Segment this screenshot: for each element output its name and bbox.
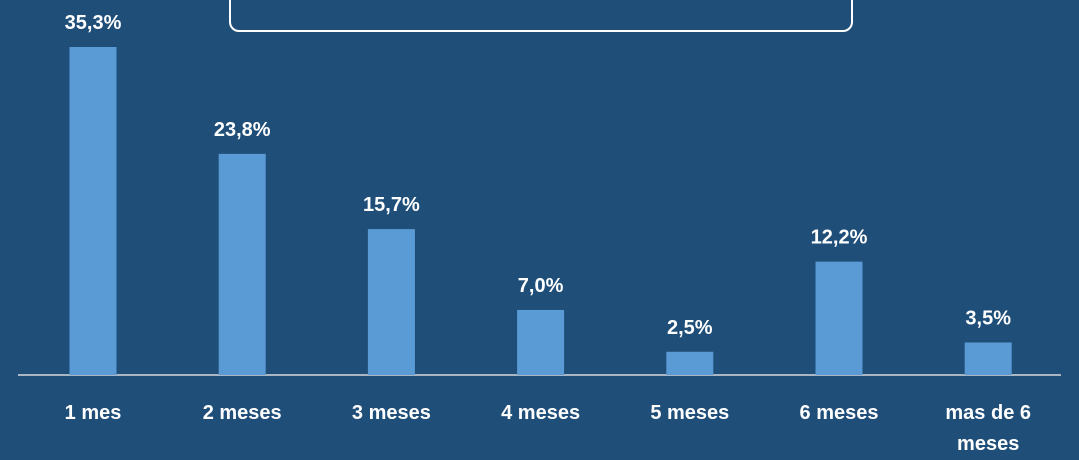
bar-3 (367, 229, 415, 375)
data-label-4: 7,0% (518, 275, 564, 297)
category-label-1: 1 mes (65, 402, 122, 424)
bar-7 (964, 342, 1012, 375)
data-label-6: 12,2% (811, 227, 868, 249)
category-labels-group: 1 mes 2 meses 3 meses 4 meses 5 meses 6 meses… (65, 402, 1031, 455)
category-label-3: 3 meses (352, 402, 431, 424)
bar-5 (666, 351, 714, 375)
bars-group (69, 47, 1012, 375)
category-label-4: 4 meses (501, 402, 580, 424)
data-label-1: 35,3% (65, 12, 122, 34)
data-labels-group: 35,3% 23,8% 15,7% 7,0% 2,5% 12,2% 3,5% (65, 12, 1012, 339)
title-box (229, 0, 853, 32)
bar-6 (815, 261, 863, 375)
category-label-6: 6 meses (800, 402, 879, 424)
category-label-5: 5 meses (650, 402, 729, 424)
bar-1 (69, 47, 117, 375)
category-label-7: mas de 6 meses (945, 402, 1031, 455)
bar-2 (218, 153, 266, 375)
data-label-5: 2,5% (667, 317, 713, 339)
data-label-3: 15,7% (363, 194, 420, 216)
data-label-7: 3,5% (965, 307, 1011, 329)
category-label-2: 2 meses (203, 402, 282, 424)
data-label-2: 23,8% (214, 119, 271, 141)
bar-4 (517, 309, 565, 375)
